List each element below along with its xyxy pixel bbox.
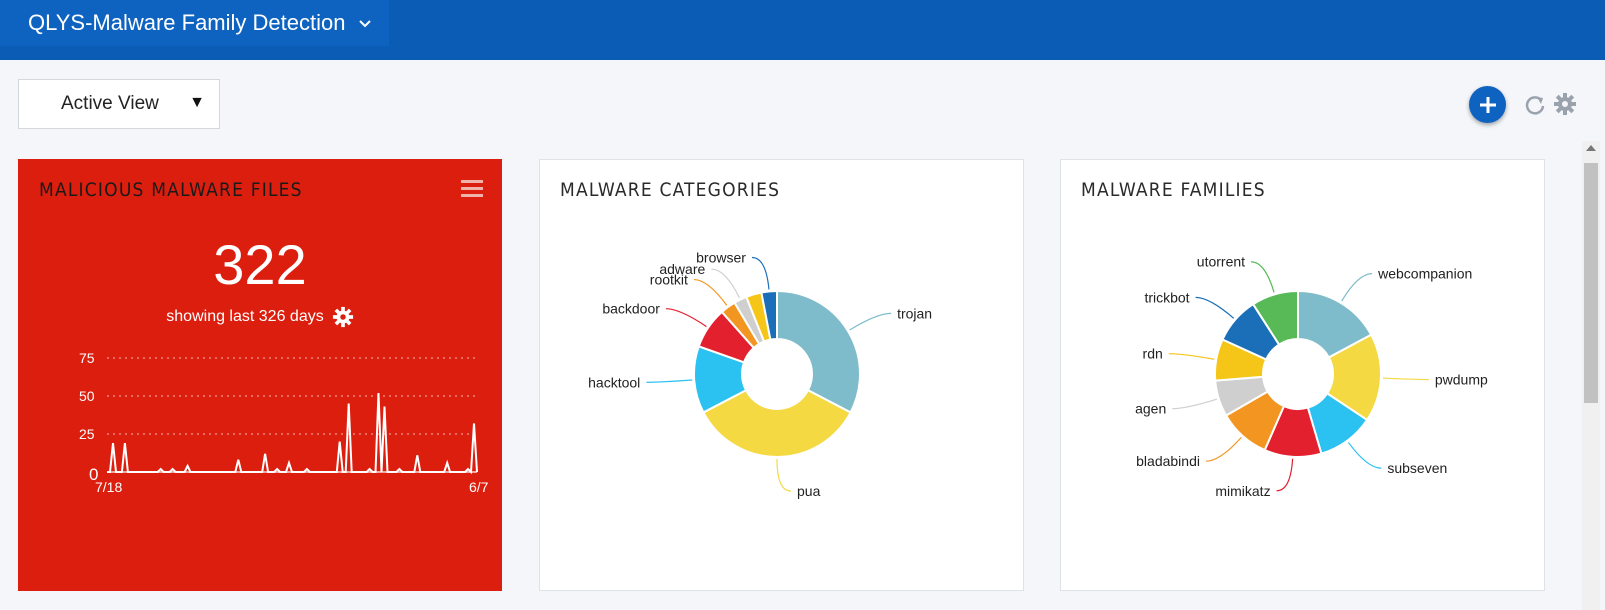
settings-gear-icon[interactable] [1553,92,1577,116]
slice-label: browser [696,250,746,266]
dropdown-arrow-icon: ▼ [189,94,205,111]
label-connector [1341,273,1373,302]
settings-gear-icon[interactable] [332,306,354,328]
scrollbar-thumb[interactable] [1584,163,1598,403]
add-widget-button[interactable] [1469,86,1506,123]
x-start-label: 7/18 [95,479,122,495]
page-scrollbar[interactable] [1582,141,1600,610]
y-tick-label: 75 [79,350,95,366]
label-connector [849,312,892,331]
slice-label: webcompanion [1377,266,1472,282]
label-connector [1347,442,1382,469]
malicious-files-card: MALICIOUS MALWARE FILES 322 showing last… [18,159,502,591]
plus-icon [1479,96,1496,113]
label-connector [776,458,792,492]
label-connector [693,278,728,306]
y-tick-label: 0 [89,465,98,484]
slice-label: subseven [1387,460,1447,476]
slice-label: utorrent [1197,254,1245,270]
slice-label: rootkit [650,272,688,288]
label-connector [1382,377,1429,381]
date-range-text: showing last 326 days [166,308,324,325]
label-connector [1195,296,1235,319]
slice-pua [702,388,852,458]
slice-label: adware [659,261,705,277]
card-title: MALWARE CATEGORIES [560,179,781,201]
slice-label: agen [1135,401,1166,417]
slice-label: backdoor [602,301,660,317]
x-end-label: 6/7 [469,479,489,495]
refresh-icon[interactable] [1524,94,1546,116]
label-connector [1250,261,1275,293]
slice-label: rdn [1143,346,1163,362]
slice-label: trickbot [1144,289,1189,305]
label-connector [665,308,707,328]
malware-trend-chart: 0 25 50 75 7/18 6/7 [79,350,489,495]
y-tick-label: 50 [79,388,95,404]
card-title: MALWARE FAMILIES [1081,179,1266,201]
label-connector [1168,353,1215,360]
families-donut-chart: webcompanion pwdump subseven mimikatz bladab… [1135,254,1488,499]
dashboard-selector[interactable]: QLYS-Malware Family Detection [0,0,390,46]
slice-label: trojan [897,305,932,321]
slice-browser [760,289,778,341]
malware-count: 322 [213,233,307,296]
label-connector [1276,458,1294,492]
malware-families-card: MALWARE FAMILIES webcompanion pwdump subse… [1060,159,1545,591]
card-title: MALICIOUS MALWARE FILES [39,179,303,201]
label-connector [646,379,693,383]
label-connector [1172,398,1218,410]
slice-label: pwdump [1435,372,1488,388]
view-select[interactable]: Active View ▼ [18,79,220,129]
chevron-down-icon [359,20,372,28]
slice-label: bladabindi [1136,453,1200,469]
label-connector [711,268,740,299]
view-select-label: Active View [61,93,159,114]
top-bar: QLYS-Malware Family Detection [0,0,1605,60]
scroll-up-arrow-icon[interactable] [1586,145,1596,151]
categories-donut-chart: trojan pua hacktool backdoor rootkitadwarebr… [588,250,932,499]
malware-categories-card: MALWARE CATEGORIES trojan pua hacktool back… [539,159,1024,591]
label-connector [751,256,770,290]
slice-label: pua [797,483,821,499]
slice-trojan [776,289,861,414]
series-line [107,392,478,475]
y-tick-label: 25 [79,426,95,442]
slice-utorrent [1251,289,1299,346]
label-connector [1205,436,1242,462]
dashboard-title: QLYS-Malware Family Detection [28,10,346,35]
slice-label: hacktool [588,374,640,390]
hamburger-menu-icon[interactable] [461,180,483,201]
slice-label: mimikatz [1215,483,1270,499]
date-range: showing last 326 days [19,306,501,328]
